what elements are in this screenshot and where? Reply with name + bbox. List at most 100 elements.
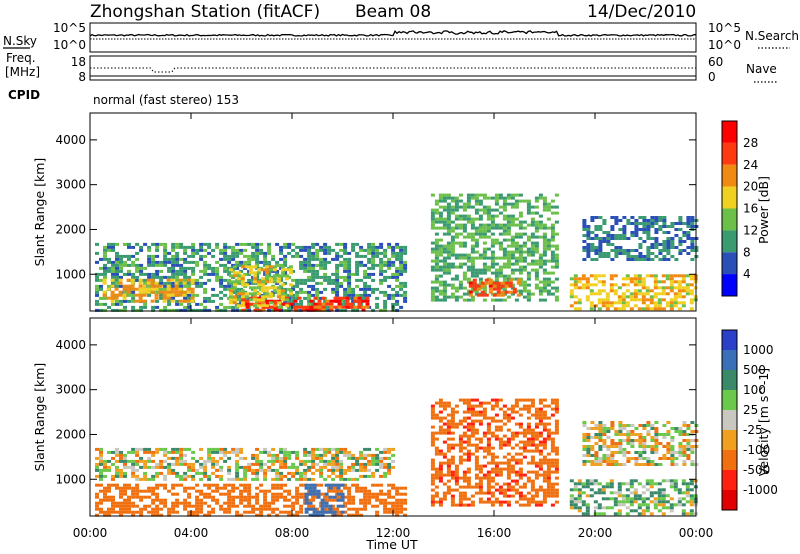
echo-cell — [363, 296, 368, 300]
echo-cell — [569, 488, 574, 492]
echo-cell — [642, 457, 647, 460]
echo-cell — [538, 289, 543, 293]
echo-cell — [232, 295, 237, 299]
echo-cell — [666, 240, 671, 243]
echo-cell — [542, 494, 547, 498]
echo-cell — [538, 286, 543, 290]
echo-cell — [383, 507, 388, 511]
echo-cell — [183, 275, 188, 279]
echo-cell — [315, 456, 320, 460]
echo-cell — [434, 220, 439, 224]
echo-cell — [646, 255, 651, 258]
echo-cell — [554, 295, 559, 299]
echo-cell — [288, 268, 293, 272]
echo-cell — [597, 289, 602, 293]
echo-cell — [458, 494, 463, 498]
echo-cell — [634, 222, 639, 225]
echo-cell — [143, 474, 148, 478]
echo-cell — [518, 220, 523, 224]
echo-cell — [336, 498, 341, 502]
echo-cell — [617, 307, 622, 311]
echo-cell — [442, 223, 447, 227]
echo-cell — [379, 263, 384, 267]
echo-cell — [319, 447, 324, 451]
echo-cell — [315, 483, 320, 487]
echo-cell — [542, 404, 547, 408]
echo-cell — [297, 296, 302, 300]
echo-cell — [685, 274, 690, 278]
echo-cell — [458, 295, 463, 299]
echo-cell — [598, 216, 603, 219]
echo-cell — [263, 501, 268, 505]
echo-cell — [147, 272, 152, 276]
echo-cell — [442, 247, 447, 251]
echo-cell — [522, 268, 527, 272]
echo-cell — [498, 226, 503, 230]
echo-cell — [518, 268, 523, 272]
echo-cell — [371, 287, 376, 291]
echo-cell — [171, 468, 176, 472]
echo-cell — [504, 284, 509, 288]
echo-cell — [446, 214, 451, 218]
echo-cell — [333, 299, 338, 303]
echo-cell — [227, 507, 232, 511]
echo-cell — [450, 431, 455, 435]
echo-cell — [614, 246, 619, 249]
echo-cell — [363, 290, 368, 294]
echo-cell — [526, 262, 531, 266]
echo-cell — [287, 477, 292, 481]
echo-cell — [494, 425, 499, 429]
echo-cell — [654, 246, 659, 249]
echo-cell — [119, 257, 123, 261]
echo-cell — [288, 283, 293, 287]
echo-cell — [438, 220, 443, 224]
echo-cell — [272, 274, 277, 278]
echo-cell — [609, 301, 614, 305]
echo-cell — [486, 452, 491, 456]
echo-cell — [163, 242, 168, 246]
echo-cell — [127, 504, 131, 508]
echo-cell — [650, 222, 655, 225]
echo-cell — [454, 476, 459, 480]
echo-cell — [139, 456, 144, 460]
echo-cell — [462, 452, 467, 456]
echo-cell — [658, 463, 663, 466]
echo-cell — [466, 455, 471, 459]
echo-cell — [150, 299, 155, 303]
echo-cell — [111, 474, 115, 478]
echo-cell — [267, 489, 272, 493]
echo-cell — [367, 459, 372, 463]
echo-cell — [650, 424, 655, 427]
echo-cell — [251, 468, 256, 472]
echo-cell — [285, 296, 290, 300]
echo-cell — [581, 482, 586, 486]
echo-cell — [403, 296, 408, 300]
echo-cell — [339, 468, 344, 472]
echo-cell — [260, 286, 265, 290]
echo-cell — [490, 446, 495, 450]
echo-cell — [677, 289, 682, 293]
echo-cell — [582, 454, 587, 457]
echo-cell — [127, 459, 131, 463]
echo-cell — [159, 242, 164, 246]
echo-cell — [470, 410, 475, 414]
echo-cell — [641, 485, 646, 489]
echo-cell — [508, 281, 513, 285]
echo-cell — [506, 488, 511, 492]
echo-cell — [621, 503, 626, 507]
echo-cell — [670, 237, 675, 240]
echo-cell — [367, 272, 372, 276]
echo-cell — [260, 277, 265, 281]
echo-cell — [231, 266, 236, 270]
echo-cell — [518, 497, 523, 501]
echo-cell — [470, 262, 475, 266]
echo-cell — [542, 205, 547, 209]
echo-cell — [678, 451, 683, 454]
echo-cell — [111, 263, 115, 267]
echo-cell — [662, 457, 667, 460]
echo-cell — [355, 272, 360, 276]
echo-cell — [324, 510, 329, 514]
echo-cell — [601, 283, 606, 287]
echo-cell — [502, 217, 507, 221]
freq-label-line1: Freq. — [6, 51, 36, 65]
